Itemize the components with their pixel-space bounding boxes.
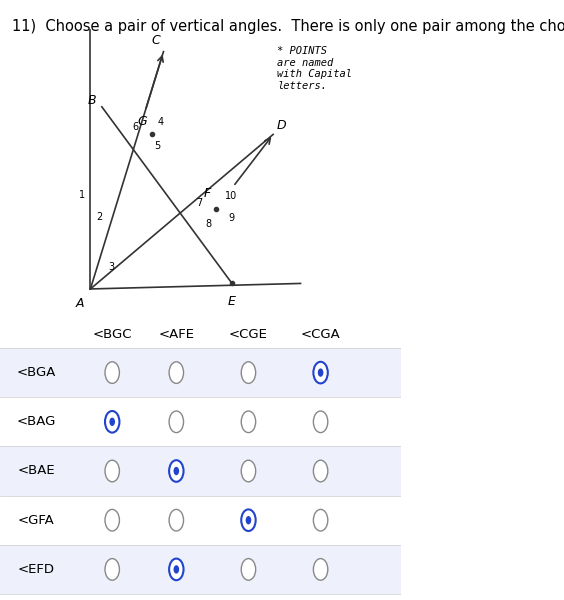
Text: <EFD: <EFD — [17, 563, 55, 576]
Circle shape — [241, 362, 255, 383]
Text: B: B — [87, 94, 96, 107]
FancyBboxPatch shape — [0, 348, 401, 397]
Text: <AFE: <AFE — [158, 328, 195, 341]
Circle shape — [314, 362, 328, 383]
Circle shape — [314, 509, 328, 531]
Text: F: F — [204, 187, 211, 200]
Text: <CGA: <CGA — [301, 328, 341, 341]
Text: <BGC: <BGC — [92, 328, 132, 341]
Circle shape — [109, 418, 115, 426]
Circle shape — [105, 460, 120, 482]
Circle shape — [169, 411, 183, 433]
Circle shape — [169, 559, 183, 580]
FancyBboxPatch shape — [0, 545, 401, 594]
Circle shape — [105, 362, 120, 383]
Circle shape — [241, 411, 255, 433]
Circle shape — [174, 565, 179, 574]
Text: 9: 9 — [228, 213, 234, 223]
FancyBboxPatch shape — [0, 496, 401, 545]
Text: 4: 4 — [158, 118, 164, 127]
Circle shape — [314, 460, 328, 482]
Circle shape — [241, 509, 255, 531]
Circle shape — [318, 368, 323, 377]
Text: 11)  Choose a pair of vertical angles.  There is only one pair among the choices: 11) Choose a pair of vertical angles. Th… — [12, 19, 564, 34]
Text: 1: 1 — [78, 190, 85, 200]
Circle shape — [241, 460, 255, 482]
FancyBboxPatch shape — [0, 397, 401, 446]
Text: 3: 3 — [108, 262, 114, 272]
Text: 8: 8 — [206, 219, 212, 229]
Circle shape — [174, 467, 179, 475]
Text: 10: 10 — [225, 191, 237, 201]
Circle shape — [314, 411, 328, 433]
Circle shape — [105, 509, 120, 531]
Text: <BGA: <BGA — [16, 366, 56, 379]
Circle shape — [246, 516, 252, 524]
Text: 5: 5 — [154, 142, 160, 151]
Text: 2: 2 — [96, 212, 103, 222]
Text: A: A — [76, 298, 85, 310]
Circle shape — [241, 559, 255, 580]
Text: D: D — [277, 119, 287, 132]
Text: 7: 7 — [196, 198, 202, 208]
Text: <BAG: <BAG — [16, 415, 56, 428]
Text: E: E — [228, 295, 236, 308]
Text: C: C — [152, 34, 161, 47]
Circle shape — [105, 559, 120, 580]
Text: <CGE: <CGE — [229, 328, 268, 341]
Circle shape — [169, 509, 183, 531]
Text: 6: 6 — [132, 122, 138, 132]
Text: <GFA: <GFA — [17, 514, 55, 527]
Text: * POINTS
are named
with Capital
letters.: * POINTS are named with Capital letters. — [277, 46, 352, 91]
Circle shape — [314, 559, 328, 580]
Text: G: G — [137, 115, 147, 128]
FancyBboxPatch shape — [0, 446, 401, 496]
Circle shape — [105, 411, 120, 433]
Circle shape — [169, 362, 183, 383]
Text: <BAE: <BAE — [17, 464, 55, 478]
Circle shape — [169, 460, 183, 482]
